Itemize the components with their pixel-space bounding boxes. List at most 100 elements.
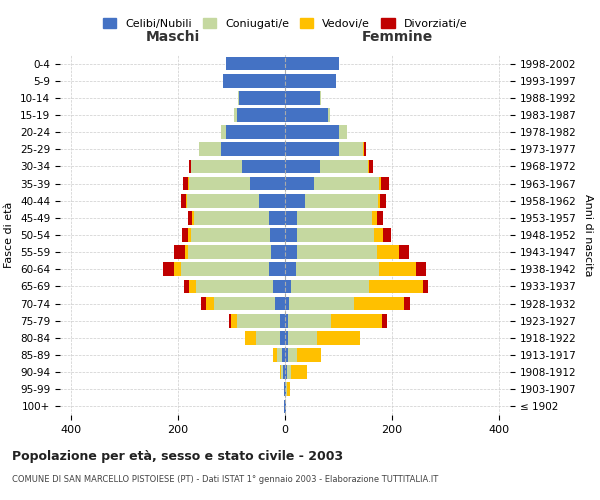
Bar xyxy=(189,280,196,293)
Bar xyxy=(237,108,285,122)
Bar xyxy=(377,246,398,259)
Bar xyxy=(188,228,191,242)
Bar xyxy=(193,211,194,224)
Bar xyxy=(328,108,330,122)
Y-axis label: Anni di nascita: Anni di nascita xyxy=(583,194,593,276)
Bar xyxy=(186,194,187,207)
Bar xyxy=(277,348,283,362)
Bar xyxy=(206,296,214,310)
Bar xyxy=(291,366,307,379)
Bar xyxy=(285,142,338,156)
Bar xyxy=(285,160,320,173)
Bar xyxy=(288,314,331,328)
Bar xyxy=(286,382,287,396)
Bar xyxy=(188,246,271,259)
Bar xyxy=(232,314,237,328)
Bar xyxy=(239,91,285,104)
Bar xyxy=(297,228,374,242)
Bar xyxy=(196,280,273,293)
Bar xyxy=(238,91,239,104)
Bar xyxy=(289,296,353,310)
Bar xyxy=(191,228,270,242)
Bar xyxy=(283,366,285,379)
Bar xyxy=(181,194,186,207)
Bar xyxy=(280,331,285,344)
Bar xyxy=(331,314,382,328)
Bar xyxy=(280,314,285,328)
Bar xyxy=(182,228,188,242)
Bar xyxy=(194,211,269,224)
Bar xyxy=(314,176,379,190)
Bar xyxy=(285,228,297,242)
Text: Maschi: Maschi xyxy=(145,30,200,44)
Legend: Celibi/Nubili, Coniugati/e, Vedovi/e, Divorziati/e: Celibi/Nubili, Coniugati/e, Vedovi/e, Di… xyxy=(98,14,472,34)
Bar xyxy=(163,262,174,276)
Bar xyxy=(292,280,369,293)
Bar xyxy=(285,126,338,139)
Bar xyxy=(372,211,377,224)
Bar xyxy=(369,280,422,293)
Bar xyxy=(285,246,297,259)
Bar xyxy=(275,296,285,310)
Bar xyxy=(173,246,185,259)
Bar xyxy=(285,211,297,224)
Bar xyxy=(297,246,377,259)
Bar xyxy=(353,296,404,310)
Bar xyxy=(317,331,360,344)
Bar xyxy=(287,348,298,362)
Text: COMUNE DI SAN MARCELLO PISTOIESE (PT) - Dati ISTAT 1° gennaio 2003 - Elaborazion: COMUNE DI SAN MARCELLO PISTOIESE (PT) - … xyxy=(12,475,438,484)
Bar xyxy=(285,91,320,104)
Bar xyxy=(379,176,382,190)
Bar xyxy=(382,176,389,190)
Bar xyxy=(285,176,314,190)
Bar xyxy=(188,160,191,173)
Bar xyxy=(285,348,287,362)
Bar xyxy=(191,160,242,173)
Bar xyxy=(185,246,188,259)
Bar xyxy=(259,194,285,207)
Bar xyxy=(285,194,305,207)
Bar xyxy=(202,296,206,310)
Bar xyxy=(298,348,322,362)
Bar xyxy=(181,262,269,276)
Bar xyxy=(285,366,287,379)
Bar xyxy=(272,348,277,362)
Bar xyxy=(422,280,428,293)
Bar xyxy=(269,262,285,276)
Bar xyxy=(380,194,386,207)
Bar xyxy=(234,108,237,122)
Bar xyxy=(285,74,336,88)
Bar xyxy=(223,74,285,88)
Bar xyxy=(382,314,388,328)
Bar xyxy=(250,176,285,190)
Bar xyxy=(285,296,289,310)
Bar xyxy=(285,280,292,293)
Bar xyxy=(364,142,367,156)
Bar xyxy=(285,382,286,396)
Y-axis label: Fasce di età: Fasce di età xyxy=(4,202,14,268)
Bar xyxy=(287,366,291,379)
Bar xyxy=(369,160,373,173)
Bar xyxy=(377,194,380,207)
Bar xyxy=(229,314,232,328)
Bar xyxy=(287,382,290,396)
Bar xyxy=(174,262,181,276)
Bar xyxy=(183,176,187,190)
Bar xyxy=(245,331,256,344)
Bar xyxy=(281,366,283,379)
Bar xyxy=(221,142,285,156)
Bar xyxy=(226,126,285,139)
Bar xyxy=(242,160,285,173)
Text: Femmine: Femmine xyxy=(362,30,433,44)
Bar xyxy=(188,211,193,224)
Bar xyxy=(285,56,338,70)
Bar xyxy=(377,211,383,224)
Bar xyxy=(398,246,409,259)
Bar xyxy=(285,108,328,122)
Bar xyxy=(221,126,226,139)
Text: Popolazione per età, sesso e stato civile - 2003: Popolazione per età, sesso e stato civil… xyxy=(12,450,343,463)
Bar xyxy=(270,228,285,242)
Bar xyxy=(362,142,364,156)
Bar xyxy=(284,382,285,396)
Bar xyxy=(338,126,347,139)
